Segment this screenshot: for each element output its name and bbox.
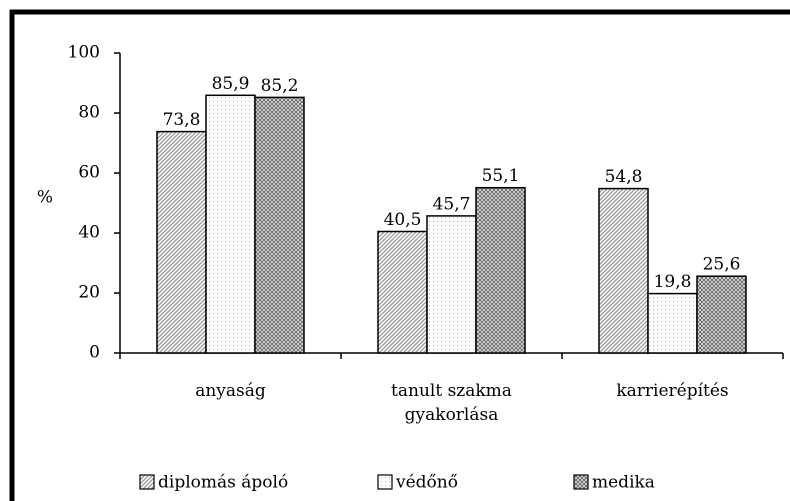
y-tick-label: 100: [68, 43, 100, 63]
x-tick-label: anyaság: [195, 381, 266, 401]
data-label: 45,7: [433, 194, 471, 214]
bar: [426, 215, 477, 354]
data-label: 54,8: [605, 167, 643, 187]
y-axis-label: %: [37, 188, 53, 208]
bar: [475, 186, 526, 354]
y-tick-label: 60: [78, 163, 100, 183]
bar: [598, 187, 649, 354]
legend-swatch: [139, 474, 155, 490]
legend-label: diplomás ápoló: [158, 473, 288, 493]
x-tick-label: karrierépítés: [616, 381, 729, 401]
data-label: 55,1: [482, 166, 520, 186]
legend-swatch: [573, 474, 589, 490]
data-label: 73,8: [163, 110, 201, 130]
data-label: 19,8: [654, 272, 692, 292]
y-tick-label: 0: [89, 343, 100, 363]
legend-label: medika: [592, 473, 655, 493]
legend-swatch: [377, 474, 393, 490]
bar: [377, 230, 428, 354]
bar: [156, 130, 207, 354]
legend-label: védőnő: [395, 473, 458, 493]
bar: [696, 275, 747, 354]
bar: [647, 292, 698, 354]
y-tick-label: 20: [78, 283, 100, 303]
bar: [254, 96, 305, 354]
data-label: 85,9: [212, 74, 250, 94]
y-tick-label: 40: [78, 223, 100, 243]
data-label: 85,2: [261, 76, 299, 96]
bar: [205, 94, 256, 354]
data-label: 40,5: [384, 210, 422, 230]
y-tick-label: 80: [78, 103, 100, 123]
x-tick-label: tanult szakma gyakorlása: [391, 381, 512, 425]
data-label: 25,6: [703, 255, 741, 275]
